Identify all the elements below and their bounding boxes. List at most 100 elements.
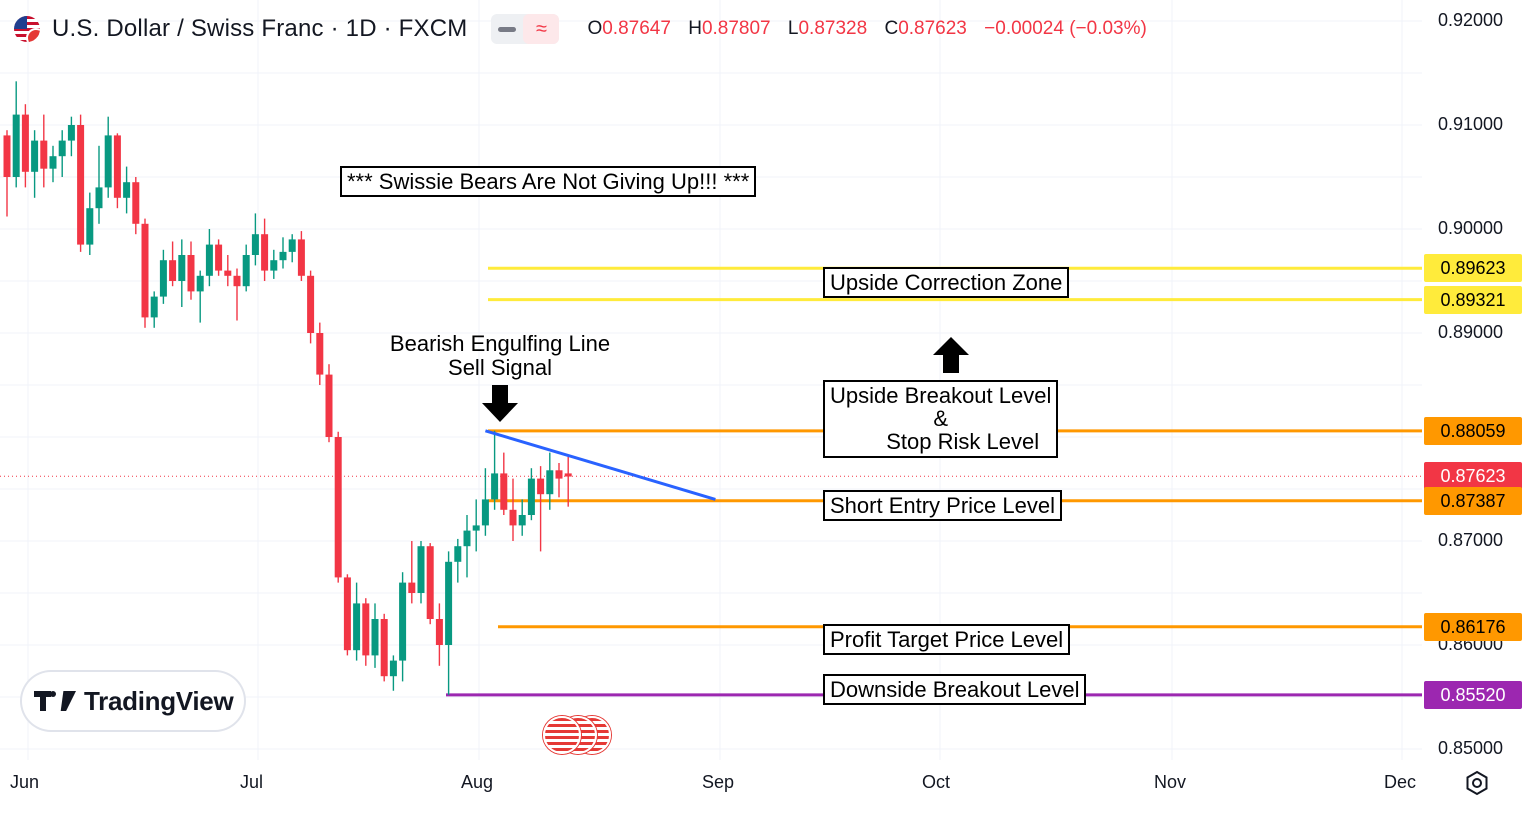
- x-tick-label: Jul: [240, 772, 264, 792]
- candle-body: [435, 619, 443, 645]
- candle-body: [261, 234, 269, 271]
- signal-note[interactable]: Bearish Engulfing Line Sell Signal: [372, 332, 628, 380]
- minus-icon[interactable]: [491, 14, 523, 44]
- candle-body: [527, 478, 535, 515]
- candle-body: [297, 239, 305, 276]
- price-tag: 0.87623: [1424, 462, 1522, 491]
- tradingview-mark-icon: [34, 691, 76, 711]
- price-tag: 0.89623: [1424, 254, 1522, 283]
- candle-body: [104, 135, 112, 188]
- candle-body: [150, 296, 158, 318]
- x-tick-label: Sep: [702, 772, 735, 792]
- y-tick-label: 0.92000: [1438, 10, 1504, 30]
- price-tag: 0.86176: [1424, 612, 1522, 641]
- candle-body: [224, 270, 232, 276]
- candle-body: [564, 473, 572, 477]
- candle-body: [233, 275, 241, 287]
- candle-body: [77, 125, 85, 245]
- candle-body: [251, 234, 259, 255]
- settings-gear-icon[interactable]: [1464, 770, 1490, 796]
- event-flag-icon[interactable]: [543, 716, 581, 754]
- candle-body: [67, 125, 75, 141]
- candle-body: [353, 603, 361, 651]
- usd-chf-flag-icon: [14, 16, 40, 42]
- candle-body: [123, 182, 131, 198]
- symbol-title[interactable]: U.S. Dollar / Swiss Franc · 1D · FXCM: [52, 15, 468, 42]
- ohlc-readout: O0.87647 H0.87807 L0.87328 C0.87623 −0.0…: [587, 18, 1147, 39]
- annotation-arrows: [482, 337, 969, 422]
- candle-body: [334, 437, 342, 578]
- headline-box[interactable]: *** Swissie Bears Are Not Giving Up!!! *…: [340, 166, 757, 197]
- tradingview-wordmark: TradingView: [84, 685, 234, 716]
- down-arrow-icon: [482, 385, 518, 422]
- candle-body: [518, 515, 526, 526]
- price-tag: 0.89321: [1424, 285, 1522, 314]
- candle-body: [242, 255, 250, 287]
- horizontal-levels: [0, 266, 1422, 697]
- candle-body: [399, 582, 407, 661]
- candle-body: [307, 275, 315, 333]
- upside-breakout-line-1: Upside Breakout Level: [830, 383, 1052, 408]
- candle-body: [454, 546, 462, 562]
- candle-body: [537, 478, 545, 495]
- candle-body: [196, 275, 204, 292]
- upside-breakout-line-2: &: [933, 406, 949, 431]
- downside-breakout-label[interactable]: Downside Breakout Level: [823, 674, 1087, 705]
- upside-breakout-line-3: Stop Risk Level: [886, 429, 1040, 454]
- signal-line-2: Sell Signal: [448, 355, 552, 380]
- candle-body: [389, 660, 397, 677]
- candle-body: [343, 577, 351, 651]
- upside-correction-label[interactable]: Upside Correction Zone: [823, 267, 1070, 298]
- y-tick-label: 0.87000: [1438, 530, 1504, 550]
- indicator-toggle[interactable]: ≈: [491, 14, 560, 44]
- candle-body: [58, 140, 66, 157]
- trendline-drawing: [484, 429, 716, 501]
- candle-body: [546, 470, 554, 495]
- candle-body: [408, 582, 416, 593]
- upside-breakout-label[interactable]: Upside Breakout Level & Stop Risk Level: [823, 380, 1059, 458]
- candle-body: [159, 260, 167, 297]
- bearish-trendline: [484, 429, 716, 501]
- candle-body: [132, 182, 140, 224]
- candle-body: [21, 114, 29, 172]
- candle-body: [445, 561, 453, 645]
- candle-body: [113, 135, 121, 198]
- signal-line-1: Bearish Engulfing Line: [389, 331, 611, 356]
- candle-body: [472, 525, 480, 531]
- candle-body: [141, 223, 149, 318]
- candle-body: [316, 333, 324, 375]
- y-tick-label: 0.90000: [1438, 218, 1504, 238]
- candle-body: [215, 244, 223, 271]
- candle-body: [463, 530, 471, 547]
- candle-body: [270, 260, 278, 271]
- price-tag: 0.88059: [1424, 416, 1522, 445]
- x-tick-label: Nov: [1154, 772, 1187, 792]
- candle-body: [178, 255, 186, 281]
- x-tick-label: Aug: [461, 772, 494, 792]
- economic-events-icon[interactable]: [543, 716, 615, 754]
- low-value: 0.87328: [798, 18, 868, 39]
- candle-body: [325, 374, 333, 437]
- candle-body: [362, 603, 370, 656]
- candle-body: [31, 140, 39, 172]
- candle-body: [500, 473, 508, 510]
- chart-header: U.S. Dollar / Swiss Franc · 1D · FXCM ≈ …: [14, 14, 1159, 44]
- x-tick-label: Oct: [922, 772, 951, 792]
- tradingview-logo[interactable]: TradingView: [22, 672, 244, 730]
- candle-body: [12, 114, 20, 177]
- y-tick-label: 0.85000: [1438, 738, 1504, 758]
- price-tag: 0.85520: [1424, 680, 1522, 709]
- candle-body: [380, 619, 388, 677]
- open-value: 0.87647: [602, 18, 671, 39]
- short-entry-label[interactable]: Short Entry Price Level: [823, 490, 1062, 521]
- profit-target-label[interactable]: Profit Target Price Level: [823, 624, 1071, 655]
- candle-body: [86, 208, 94, 245]
- candle-body: [555, 470, 563, 479]
- candle-body: [288, 239, 296, 252]
- candle-body: [187, 255, 195, 292]
- y-tick-label: 0.91000: [1438, 114, 1504, 134]
- y-tick-label: 0.89000: [1438, 322, 1504, 342]
- x-tick-label: Dec: [1384, 772, 1417, 792]
- approx-icon[interactable]: ≈: [523, 14, 560, 44]
- candle-body: [426, 546, 434, 619]
